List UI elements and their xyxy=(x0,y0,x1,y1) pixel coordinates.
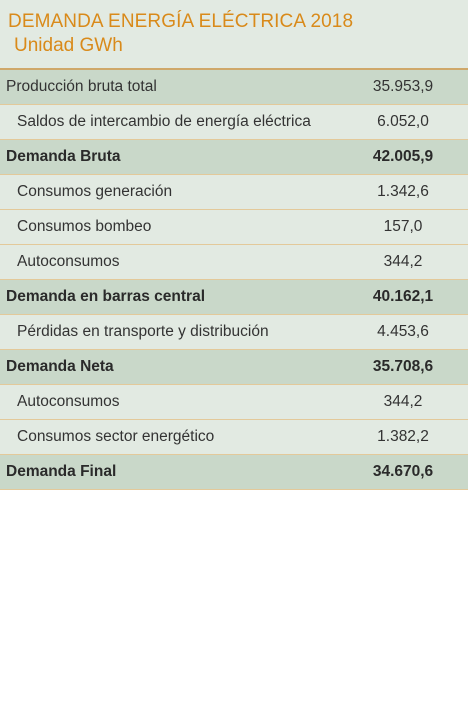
row-label: Autoconsumos xyxy=(17,393,120,410)
row-value: 4.453,6 xyxy=(377,323,429,340)
table-row: Demanda Final 34.670,6 xyxy=(0,455,468,490)
table-row: Autoconsumos 344,2 xyxy=(0,245,468,280)
row-value: 344,2 xyxy=(383,393,423,410)
row-value: 1.382,2 xyxy=(377,428,429,445)
table-header: DEMANDA ENERGÍA ELÉCTRICA 2018 Unidad GW… xyxy=(0,0,468,70)
table-title: DEMANDA ENERGÍA ELÉCTRICA 2018 xyxy=(8,11,354,32)
row-label: Demanda Bruta xyxy=(6,148,121,165)
table-row: Consumos sector energético 1.382,2 xyxy=(0,420,468,455)
row-value: 40.162,1 xyxy=(372,288,434,305)
row-label: Pérdidas en transporte y distribución xyxy=(17,323,269,340)
row-label: Consumos sector energético xyxy=(17,428,215,445)
row-label: Autoconsumos xyxy=(17,253,120,270)
row-label: Consumos bombeo xyxy=(17,218,152,235)
row-label: Demanda Neta xyxy=(6,358,114,375)
table-row: Demanda Neta 35.708,6 xyxy=(0,350,468,385)
row-label: Demanda en barras central xyxy=(6,288,206,305)
row-value: 34.670,6 xyxy=(372,463,434,480)
row-label: Producción bruta total xyxy=(6,78,157,95)
table-row: Pérdidas en transporte y distribución 4.… xyxy=(0,315,468,350)
energy-demand-table: DEMANDA ENERGÍA ELÉCTRICA 2018 Unidad GW… xyxy=(0,0,468,490)
row-value: 35.953,9 xyxy=(372,78,434,95)
row-value: 157,0 xyxy=(383,218,423,235)
table-row: Producción bruta total 35.953,9 xyxy=(0,70,468,105)
row-value: 6.052,0 xyxy=(377,113,429,130)
table-body: Producción bruta total 35.953,9 Saldos d… xyxy=(0,70,468,490)
row-label: Consumos generación xyxy=(17,183,173,200)
table-row: Saldos de intercambio de energía eléctri… xyxy=(0,105,468,140)
row-label: Saldos de intercambio de energía eléctri… xyxy=(17,113,311,130)
table-row: Consumos generación 1.342,6 xyxy=(0,175,468,210)
row-value: 42.005,9 xyxy=(372,148,434,165)
table-row: Demanda Bruta 42.005,9 xyxy=(0,140,468,175)
table-row: Consumos bombeo 157,0 xyxy=(0,210,468,245)
row-value: 35.708,6 xyxy=(372,358,434,375)
row-value: 1.342,6 xyxy=(377,183,429,200)
row-label: Demanda Final xyxy=(6,463,117,480)
table-row: Demanda en barras central 40.162,1 xyxy=(0,280,468,315)
row-value: 344,2 xyxy=(383,253,423,270)
table-row: Autoconsumos 344,2 xyxy=(0,385,468,420)
table-unit: Unidad GWh xyxy=(14,35,123,56)
